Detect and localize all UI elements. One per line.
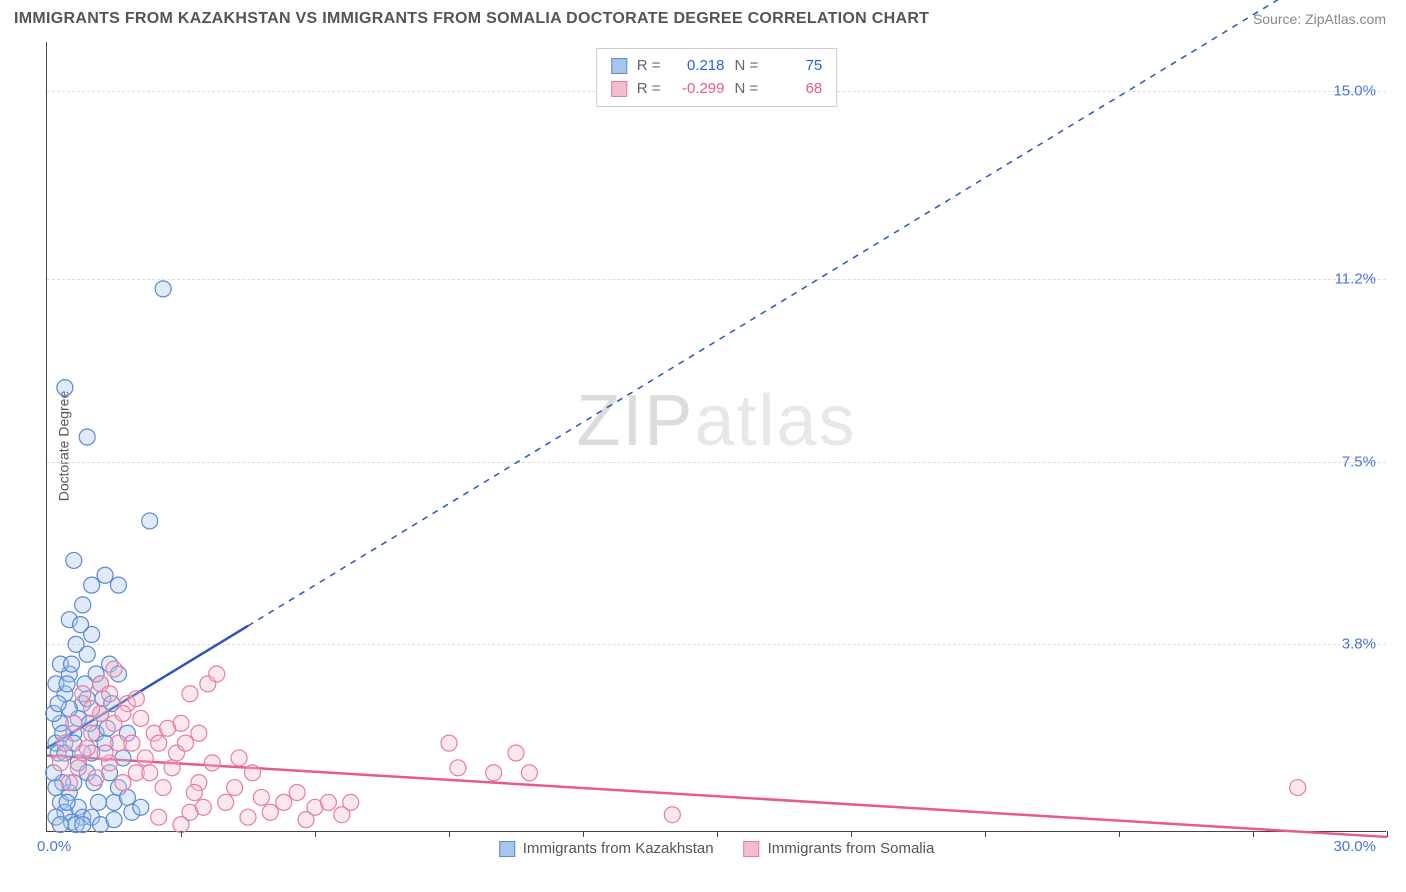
chart-title: IMMIGRANTS FROM KAZAKHSTAN VS IMMIGRANTS… [14, 10, 929, 28]
x-tick [583, 831, 584, 837]
legend-swatch-somalia [744, 841, 760, 857]
n-label: N = [735, 55, 759, 78]
r-value-kazakhstan: 0.218 [671, 55, 725, 78]
x-tick [181, 831, 182, 837]
x-tick [449, 831, 450, 837]
n-value-somalia: 68 [768, 78, 822, 101]
x-axis-max-label: 30.0% [1333, 838, 1376, 855]
swatch-somalia [611, 81, 627, 97]
correlation-stats-box: R = 0.218 N = 75 R = -0.299 N = 68 [596, 48, 838, 107]
legend-label-kazakhstan: Immigrants from Kazakhstan [523, 840, 714, 857]
stats-row-somalia: R = -0.299 N = 68 [611, 78, 823, 101]
x-tick [1253, 831, 1254, 837]
n-label: N = [735, 78, 759, 101]
header-bar: IMMIGRANTS FROM KAZAKHSTAN VS IMMIGRANTS… [0, 0, 1406, 34]
r-value-somalia: -0.299 [671, 78, 725, 101]
x-tick [851, 831, 852, 837]
x-tick [1387, 831, 1388, 837]
legend: Immigrants from Kazakhstan Immigrants fr… [499, 840, 935, 857]
legend-item-somalia: Immigrants from Somalia [744, 840, 935, 857]
legend-label-somalia: Immigrants from Somalia [768, 840, 935, 857]
swatch-kazakhstan [611, 58, 627, 74]
x-tick [985, 831, 986, 837]
legend-swatch-kazakhstan [499, 841, 515, 857]
source-attribution: Source: ZipAtlas.com [1253, 11, 1386, 27]
x-tick [717, 831, 718, 837]
r-label: R = [637, 78, 661, 101]
legend-item-kazakhstan: Immigrants from Kazakhstan [499, 840, 714, 857]
r-label: R = [637, 55, 661, 78]
x-tick [315, 831, 316, 837]
stats-row-kazakhstan: R = 0.218 N = 75 [611, 55, 823, 78]
n-value-kazakhstan: 75 [768, 55, 822, 78]
chart-plot-area: ZIPatlas 3.8%7.5%11.2%15.0% R = 0.218 N … [46, 42, 1386, 832]
x-axis-origin-label: 0.0% [37, 838, 71, 855]
x-tick [1119, 831, 1120, 837]
scatter-plot-svg [47, 42, 1386, 831]
